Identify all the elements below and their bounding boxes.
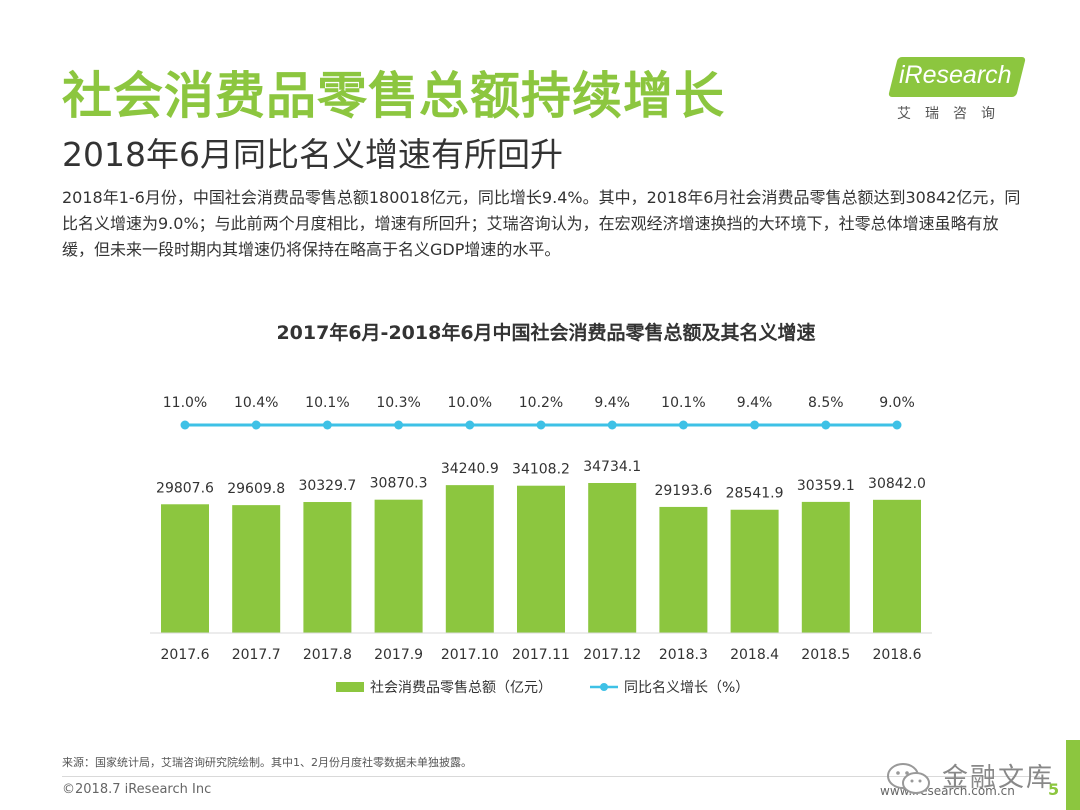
growth-label: 11.0% — [163, 395, 207, 411]
legend-bar-swatch — [336, 682, 364, 692]
growth-label: 10.1% — [305, 395, 349, 411]
copyright: ©2018.7 iResearch Inc — [62, 782, 212, 797]
growth-label: 9.0% — [879, 395, 915, 411]
growth-point — [394, 420, 404, 430]
growth-point — [322, 420, 332, 430]
x-tick-label: 2017.6 — [161, 647, 210, 663]
growth-label: 9.4% — [594, 395, 630, 411]
bar-value-label: 30329.7 — [298, 478, 356, 494]
summary-paragraph: 2018年1-6月份，中国社会消费品零售总额180018亿元，同比增长9.4%。… — [62, 188, 1021, 259]
bar-value-label: 30870.3 — [370, 476, 428, 492]
sales-bar — [374, 499, 423, 633]
bar-value-label: 30842.0 — [868, 476, 926, 492]
x-tick-label: 2018.3 — [659, 647, 708, 663]
x-tick-label: 2018.6 — [873, 647, 922, 663]
x-tick-label: 2017.11 — [512, 647, 570, 663]
bar-value-label: 34734.1 — [583, 459, 641, 475]
growth-label: 10.4% — [234, 395, 278, 411]
growth-point — [536, 420, 546, 430]
chart-title: 2017年6月-2018年6月中国社会消费品零售总额及其名义增速 — [276, 321, 815, 344]
growth-point — [251, 420, 261, 430]
x-tick-layer: 2017.6 2017.7 2017.8 2017.9 2017.10 2017.11 20… — [161, 647, 922, 663]
sales-bar — [730, 509, 779, 633]
x-tick-label: 2017.7 — [232, 647, 281, 663]
page-title: 社会消费品零售总额持续增长 — [62, 67, 725, 125]
growth-point — [180, 420, 190, 430]
sales-bar — [445, 485, 494, 633]
page-number: 5 — [1048, 780, 1060, 799]
growth-point — [607, 420, 617, 430]
bar-value-label: 29609.8 — [227, 481, 285, 497]
growth-label: 9.4% — [737, 395, 773, 411]
sales-bar — [517, 485, 565, 633]
growth-label: 10.0% — [448, 395, 492, 411]
chart-legend: 社会消费品零售总额（亿元） 同比名义增长（%） — [336, 680, 749, 696]
source-note: 来源：国家统计局，艾瑞咨询研究院绘制。其中1、2月份月度社零数据未单独披露。 — [62, 756, 472, 769]
growth-label: 10.1% — [661, 395, 705, 411]
iresearch-logo: iResearch 艾瑞咨询 — [888, 55, 1033, 125]
growth-point — [465, 420, 475, 430]
bar-layer: 29807.6 29609.8 30329.7 30870.3 34240.9 34108… — [156, 459, 926, 633]
x-tick-label: 2018.4 — [730, 647, 779, 663]
bar-value-label: 30359.1 — [797, 478, 855, 494]
growth-point — [892, 420, 902, 430]
watermark-text: 金融文库 — [942, 763, 1055, 793]
sales-bar — [232, 505, 281, 633]
footer-divider — [62, 776, 1040, 777]
x-tick-label: 2017.8 — [303, 647, 352, 663]
x-tick-label: 2018.5 — [801, 647, 850, 663]
legend-line-marker — [600, 683, 608, 691]
bar-value-label: 28541.9 — [726, 486, 784, 502]
sales-bar — [588, 483, 637, 633]
growth-label: 10.2% — [519, 395, 563, 411]
bar-value-label: 34240.9 — [441, 461, 499, 477]
watermark-accent — [1066, 740, 1080, 810]
growth-label: 10.3% — [376, 395, 420, 411]
sales-bar — [303, 502, 352, 633]
x-tick-label: 2017.9 — [374, 647, 423, 663]
watermark: 金融文库 — [858, 740, 1080, 810]
x-tick-label: 2017.12 — [583, 647, 641, 663]
bar-value-label: 34108.2 — [512, 462, 570, 478]
bar-value-label: 29807.6 — [156, 480, 214, 496]
sales-bar — [161, 504, 209, 633]
growth-point — [678, 420, 688, 430]
growth-point — [750, 420, 760, 430]
growth-line-layer: 11.0% 10.4% 10.1% 10.3% 10.0% 10.2% 9.4% 10.1% 9… — [163, 395, 915, 430]
logo-subtext: 艾瑞咨询 — [897, 106, 1009, 122]
legend-bar-label: 社会消费品零售总额（亿元） — [370, 680, 552, 696]
bar-value-label: 29193.6 — [654, 483, 712, 499]
wechat-icon — [887, 763, 930, 794]
growth-label: 8.5% — [808, 395, 844, 411]
sales-bar — [873, 499, 921, 633]
growth-point — [821, 420, 831, 430]
sales-bar — [659, 506, 708, 633]
legend-line-label: 同比名义增长（%） — [624, 680, 749, 696]
logo-text: iResearch — [899, 61, 1012, 89]
sales-bar — [801, 501, 850, 633]
x-tick-label: 2017.10 — [441, 647, 499, 663]
page-subtitle: 2018年6月同比名义增速有所回升 — [62, 135, 563, 174]
